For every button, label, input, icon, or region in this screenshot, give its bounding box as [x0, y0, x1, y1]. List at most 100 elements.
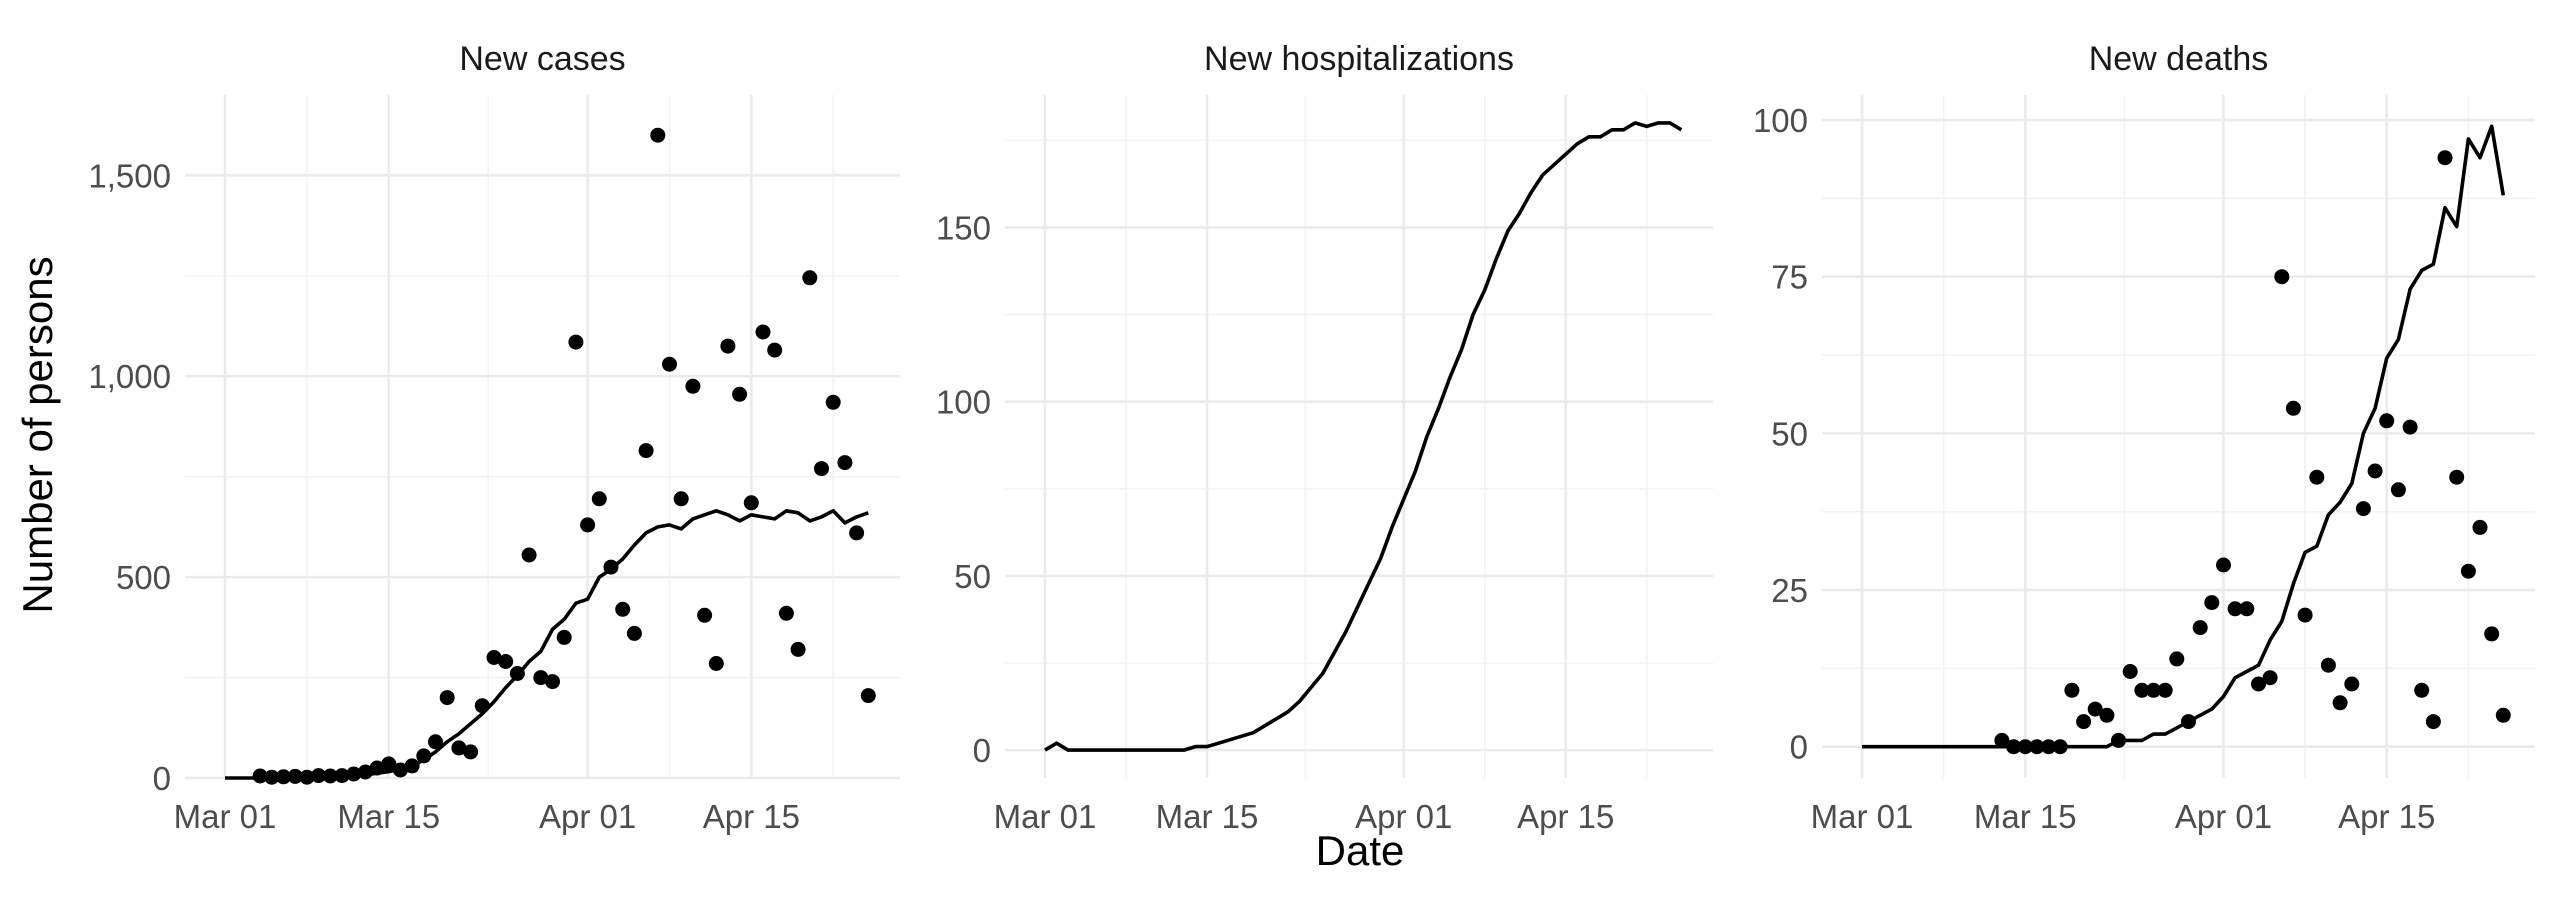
- new-deaths-data-point: [2367, 463, 2383, 479]
- x-axis-title: Date: [1316, 827, 1405, 874]
- new-deaths-data-point: [2262, 670, 2278, 686]
- new-cases-data-point: [685, 378, 701, 394]
- new-deaths-data-point: [2134, 682, 2150, 698]
- new-deaths-data-point: [2285, 400, 2301, 416]
- new-cases-data-point: [276, 769, 291, 785]
- new-deaths-data-point: [2216, 557, 2231, 573]
- panel-new-cases: Mar 01 Mar 15 Apr 01 Apr 15 0 500 1,000 1,500 Ne…: [88, 40, 900, 835]
- new-hospitalizations-trend-line: [1044, 121, 1683, 752]
- new-cases-data-point: [697, 607, 713, 623]
- new-cases-data-point: [849, 525, 865, 541]
- new-cases-data-point: [463, 744, 479, 760]
- new-cases-x-tick-label: Apr 15: [703, 798, 800, 835]
- new-cases-data-point: [533, 670, 549, 686]
- new-cases-data-point: [568, 334, 584, 350]
- new-deaths-gridlines: [1822, 95, 2535, 778]
- new-cases-data-point: [580, 517, 596, 533]
- new-cases-data-point: [814, 461, 829, 477]
- new-cases-points: [252, 127, 876, 785]
- new-cases-data-point: [732, 386, 748, 402]
- new-deaths-data-point: [2414, 682, 2430, 698]
- new-deaths-data-point: [2320, 657, 2336, 673]
- new-deaths-data-point: [2239, 601, 2255, 617]
- new-cases-data-point: [474, 698, 490, 714]
- new-cases-data-point: [556, 629, 572, 645]
- new-deaths-data-point: [2309, 469, 2325, 485]
- new-cases-data-point: [416, 748, 432, 764]
- new-cases-data-point: [755, 324, 771, 340]
- new-deaths-panel-title: New deaths: [2089, 40, 2269, 78]
- new-cases-data-point: [790, 641, 806, 657]
- new-deaths-y-tick-label: 0: [1790, 729, 1808, 766]
- new-deaths-data-point: [2017, 739, 2033, 755]
- new-deaths-data-point: [2204, 595, 2220, 611]
- new-cases-data-point: [451, 740, 467, 756]
- new-cases-data-point: [311, 768, 327, 784]
- new-cases-y-tick-label: 500: [116, 559, 171, 596]
- new-cases-data-point: [428, 734, 443, 750]
- new-cases-y-tick-label: 0: [153, 760, 171, 797]
- new-cases-data-point: [346, 766, 362, 782]
- new-cases-data-point: [708, 656, 724, 671]
- new-cases-data-point: [638, 443, 654, 459]
- new-cases-x-tick-label: Apr 01: [539, 798, 636, 835]
- new-cases-data-point: [802, 270, 818, 286]
- panel-new-deaths: Mar 01 Mar 15 Apr 01 Apr 15 0 25 50 75 100 New de…: [1753, 40, 2535, 835]
- new-cases-y-tick-label: 1,500: [88, 157, 171, 194]
- new-cases-data-point: [615, 601, 631, 617]
- new-cases-data-point: [591, 491, 607, 507]
- new-hospitalizations-y-tick-label: 0: [973, 732, 991, 769]
- new-deaths-data-point: [2495, 707, 2511, 723]
- new-cases-data-point: [743, 495, 759, 511]
- new-cases-data-point: [439, 690, 455, 706]
- new-cases-data-point: [650, 127, 666, 143]
- new-hospitalizations-y-tick-label: 150: [936, 209, 991, 246]
- new-hospitalizations-x-tick-label: Apr 15: [1517, 798, 1614, 835]
- new-cases-data-point: [767, 342, 783, 358]
- new-deaths-data-point: [2006, 739, 2022, 755]
- new-hospitalizations-x-tick-label: Mar 15: [1156, 798, 1259, 835]
- new-deaths-data-point: [2449, 469, 2465, 485]
- new-cases-data-point: [662, 356, 677, 372]
- new-cases-data-point: [486, 650, 502, 665]
- new-cases-data-point: [825, 394, 841, 410]
- new-cases-data-point: [509, 666, 525, 681]
- new-deaths-data-point: [2076, 714, 2092, 730]
- new-deaths-y-tick-label: 50: [1771, 415, 1808, 452]
- new-deaths-data-point: [2390, 482, 2406, 498]
- new-hospitalizations-y-tick-label: 50: [954, 558, 991, 595]
- new-deaths-data-point: [2344, 676, 2360, 692]
- new-cases-data-point: [299, 769, 315, 785]
- new-cases-y-tick-label: 1,000: [88, 358, 171, 395]
- new-deaths-data-point: [2332, 695, 2348, 711]
- panel-new-hospitalizations: Mar 01 Mar 15 Apr 01 Apr 15 0 50 100 150 New hos…: [936, 40, 1713, 835]
- new-cases-data-point: [322, 768, 338, 784]
- new-deaths-data-point: [2402, 419, 2418, 435]
- new-deaths-data-point: [2052, 739, 2068, 755]
- new-deaths-trend-line: [1862, 124, 2506, 749]
- new-deaths-data-point: [2425, 714, 2441, 730]
- new-hospitalizations-gridlines: [1005, 95, 1713, 778]
- new-deaths-points: [1994, 150, 2511, 755]
- new-cases-data-point: [392, 762, 408, 778]
- new-deaths-data-point: [1994, 732, 2010, 748]
- new-deaths-y-tick-label: 100: [1753, 102, 1808, 139]
- new-cases-data-point: [264, 769, 280, 785]
- new-cases-data-point: [860, 688, 876, 704]
- new-cases-data-point: [369, 760, 385, 776]
- new-deaths-data-point: [2251, 676, 2266, 692]
- new-deaths-data-point: [2437, 150, 2453, 166]
- new-cases-x-tick-label: Mar 15: [337, 798, 440, 835]
- new-cases-data-point: [287, 768, 303, 784]
- new-cases-data-point: [778, 605, 794, 621]
- new-deaths-x-tick-label: Apr 15: [2338, 798, 2435, 835]
- new-deaths-data-point: [2169, 651, 2185, 667]
- new-deaths-data-point: [2041, 739, 2057, 755]
- new-deaths-data-point: [2029, 739, 2045, 755]
- new-deaths-x-tick-label: Apr 01: [2175, 798, 2272, 835]
- new-cases-trend-line: [225, 509, 869, 780]
- new-deaths-data-point: [2355, 501, 2371, 517]
- new-cases-data-point: [545, 674, 560, 690]
- new-deaths-data-point: [2087, 701, 2103, 717]
- new-deaths-data-point: [2192, 620, 2208, 636]
